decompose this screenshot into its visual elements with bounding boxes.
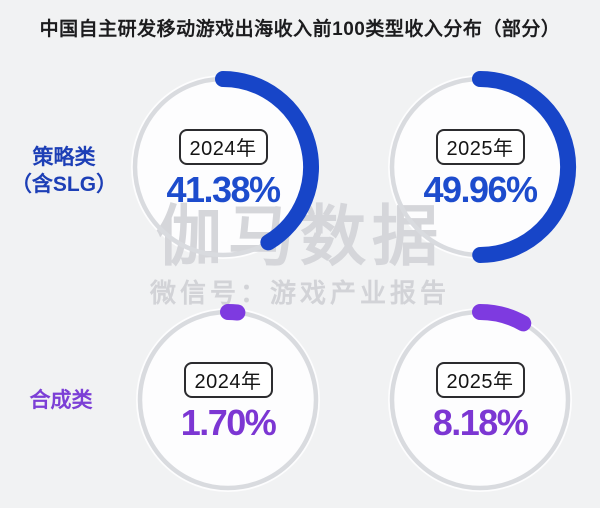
- donut-merge-2025: 2025年 8.18%: [380, 300, 580, 500]
- year-pill: 2025年: [435, 362, 525, 398]
- donut-overlay: 2024年 41.38%: [123, 67, 323, 267]
- donut-strategy-2024: 2024年 41.38%: [123, 67, 323, 267]
- year-pill: 2024年: [178, 129, 268, 165]
- donut-overlay: 2025年 8.18%: [380, 300, 580, 500]
- donut-overlay: 2024年 1.70%: [128, 300, 328, 500]
- donut-value-arc: [215, 71, 320, 251]
- percent-value: 49.96%: [423, 169, 538, 210]
- chart-title: 中国自主研发移动游戏出海收入前100类型收入分布（部分）: [39, 19, 561, 40]
- year-pill: 2025年: [435, 129, 525, 165]
- donut-value-arc: [472, 304, 532, 332]
- donut-merge-2024: 2024年 1.70%: [128, 300, 328, 500]
- percent-value: 41.38%: [166, 169, 281, 210]
- watermark-wechat: 微信号：游戏产业报告: [149, 278, 450, 308]
- row-label-strategy-line1: 策略类: [32, 146, 96, 169]
- donut-gauge-svg: [137, 303, 319, 491]
- donut-gauge-svg: [389, 304, 571, 491]
- year-pill: 2024年: [183, 362, 273, 398]
- donut-overlay: 2025年 49.96%: [380, 67, 580, 267]
- donut-value-arc: [220, 303, 246, 321]
- row-label-merge-line1: 合成类: [29, 389, 93, 412]
- donut-value-arc: [472, 71, 577, 263]
- donut-gauge-svg: [389, 71, 577, 263]
- donut-gauge-svg: [132, 71, 320, 258]
- percent-value: 1.70%: [180, 402, 277, 443]
- row-label-merge: 合成类: [5, 387, 117, 414]
- row-label-strategy: 策略类 （含SLG）: [5, 144, 123, 199]
- donut-strategy-2025: 2025年 49.96%: [380, 67, 580, 267]
- row-label-strategy-line2: （含SLG）: [10, 173, 118, 197]
- percent-value: 8.18%: [432, 402, 529, 443]
